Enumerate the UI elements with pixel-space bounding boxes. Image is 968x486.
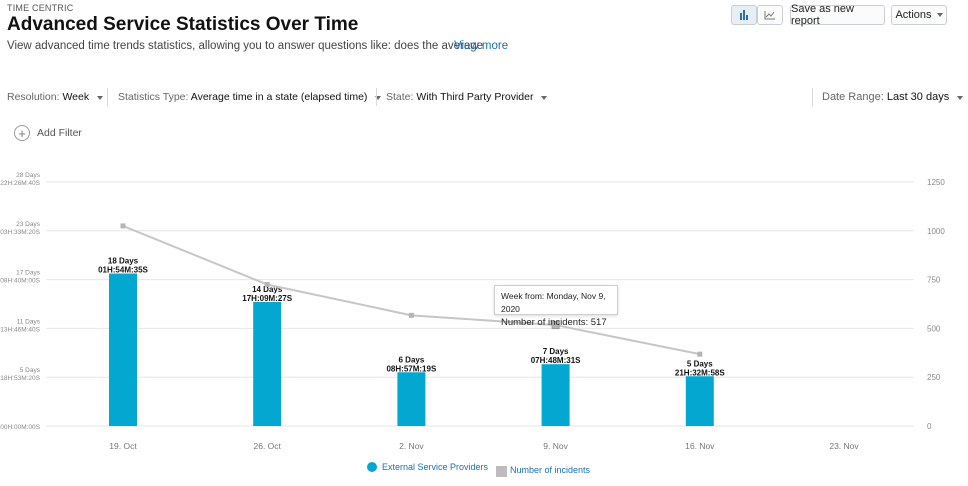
bar-value-label: 6 Days bbox=[399, 355, 425, 364]
left-tick-label: 28 Days bbox=[16, 172, 41, 179]
plus-icon: + bbox=[14, 125, 30, 141]
chart-gridlines bbox=[46, 181, 914, 427]
x-tick-label: 16. Nov bbox=[685, 441, 715, 451]
bar[interactable] bbox=[685, 376, 714, 426]
right-tick-label: 1250 bbox=[927, 178, 945, 187]
x-tick-label: 23. Nov bbox=[829, 441, 859, 451]
bar-view-button[interactable] bbox=[731, 5, 757, 25]
left-tick-label: 03H:33M:20S bbox=[0, 229, 40, 236]
right-axis: 1250 1000 750 500 250 0 bbox=[927, 178, 945, 431]
x-tick-label: 2. Nov bbox=[399, 441, 424, 451]
bar-value-label: 21H:32M:58S bbox=[675, 368, 725, 377]
left-tick-label: 08H:40M:00S bbox=[0, 278, 40, 285]
right-tick-label: 500 bbox=[927, 324, 941, 333]
filter-bar: Resolution: Week Statistics Type: Averag… bbox=[0, 83, 968, 111]
chart-tooltip: Week from: Monday, Nov 9, 2020 Number of… bbox=[494, 285, 618, 328]
line-point[interactable] bbox=[408, 312, 414, 318]
x-axis: 19. Oct 26. Oct 2. Nov 9. Nov 16. Nov 23. Nov bbox=[109, 441, 859, 451]
resolution-dropdown[interactable]: Resolution: Week bbox=[7, 91, 104, 103]
tooltip-incidents: Number of incidents: 517 bbox=[501, 317, 607, 328]
chevron-down-icon bbox=[97, 96, 104, 100]
add-filter-button[interactable]: + Add Filter bbox=[14, 125, 82, 141]
left-tick-label: 18H:53M:20S bbox=[0, 375, 40, 382]
left-tick-label: 23 Days bbox=[16, 221, 41, 228]
bar-value-label: 07H:48M:31S bbox=[531, 356, 581, 365]
legend-item-external-service-providers[interactable]: External Service Providers bbox=[367, 462, 488, 472]
statistics-type-value: Average time in a state (elapsed time) bbox=[190, 91, 368, 103]
bar-value-label: 08H:57M:19S bbox=[386, 364, 436, 373]
resolution-value: Week bbox=[62, 91, 90, 103]
line-view-button[interactable] bbox=[757, 5, 783, 25]
x-tick-label: 26. Oct bbox=[253, 441, 281, 451]
bar-value-label: 17H:09M:27S bbox=[242, 294, 292, 303]
actions-label: Actions bbox=[895, 9, 932, 21]
statistics-type-dropdown[interactable]: Statistics Type: Average time in a state… bbox=[118, 91, 382, 103]
bar[interactable] bbox=[109, 273, 137, 426]
bar-series bbox=[109, 273, 714, 426]
line-point[interactable] bbox=[120, 223, 126, 229]
right-tick-label: 250 bbox=[927, 373, 941, 382]
x-tick-label: 19. Oct bbox=[109, 441, 137, 451]
filter-divider bbox=[107, 88, 108, 106]
left-tick-label: 00H:00M:00S bbox=[0, 424, 40, 431]
actions-dropdown[interactable]: Actions bbox=[891, 5, 947, 25]
line-point[interactable] bbox=[264, 281, 270, 287]
left-tick-label: 11 Days bbox=[17, 318, 41, 325]
left-tick-label: 5 Days bbox=[20, 367, 41, 374]
add-filter-label: Add Filter bbox=[37, 127, 82, 139]
bar[interactable] bbox=[397, 372, 426, 426]
bar-value-label: 5 Days bbox=[687, 359, 713, 368]
filter-divider bbox=[376, 88, 377, 106]
bar-value-label: 14 Days bbox=[252, 285, 283, 294]
tooltip-week: Week from: Monday, Nov 9, 2020 bbox=[501, 291, 606, 314]
report-category: TIME CENTRIC bbox=[7, 3, 74, 13]
left-tick-label: 22H:26M:40S bbox=[0, 180, 40, 187]
state-value: With Third Party Provider bbox=[416, 91, 534, 103]
bar-value-label: 7 Days bbox=[543, 347, 569, 356]
line-series bbox=[120, 223, 703, 357]
line-point[interactable] bbox=[697, 351, 703, 357]
line-point[interactable] bbox=[551, 321, 560, 330]
chevron-down-icon bbox=[375, 96, 382, 100]
bar-value-label: 01H:54M:35S bbox=[98, 266, 148, 275]
chevron-down-icon bbox=[936, 13, 943, 17]
line-chart-icon bbox=[764, 11, 775, 20]
date-range-label: Date Range: bbox=[822, 91, 884, 103]
left-tick-label: 13H:46M:40S bbox=[0, 326, 40, 333]
legend-label: Number of incidents bbox=[510, 464, 591, 475]
right-tick-label: 1000 bbox=[927, 227, 945, 236]
state-dropdown[interactable]: State: With Third Party Provider bbox=[386, 91, 548, 103]
legend-bar-swatch bbox=[367, 462, 377, 472]
legend-item-number-of-incidents[interactable]: Number of incidents bbox=[496, 462, 590, 477]
resolution-label: Resolution: bbox=[7, 91, 60, 103]
legend-label: External Service Providers bbox=[382, 462, 489, 472]
left-tick-label: 17 Days bbox=[16, 270, 41, 277]
date-range-value: Last 30 days bbox=[886, 91, 950, 103]
statistics-type-label: Statistics Type: bbox=[118, 91, 189, 103]
state-label: State: bbox=[386, 91, 414, 103]
view-more-link[interactable]: View more bbox=[454, 40, 509, 52]
bar-value-label: 18 Days bbox=[108, 257, 139, 266]
chevron-down-icon bbox=[957, 96, 964, 100]
date-range-dropdown[interactable]: Date Range: Last 30 days bbox=[822, 91, 964, 103]
filter-divider bbox=[812, 88, 813, 106]
right-tick-label: 750 bbox=[927, 276, 941, 285]
save-as-new-report-button[interactable]: Save as new report bbox=[790, 3, 885, 27]
right-tick-label: 0 bbox=[927, 422, 932, 431]
bar[interactable] bbox=[541, 364, 570, 426]
page-title: Advanced Service Statistics Over Time bbox=[7, 14, 359, 35]
x-tick-label: 9. Nov bbox=[543, 441, 568, 451]
bar-chart-icon bbox=[740, 10, 748, 20]
legend-line-swatch bbox=[496, 466, 507, 477]
page-description: View advanced time trends statistics, al… bbox=[7, 40, 484, 52]
chevron-down-icon bbox=[541, 96, 548, 100]
bar[interactable] bbox=[253, 301, 282, 426]
